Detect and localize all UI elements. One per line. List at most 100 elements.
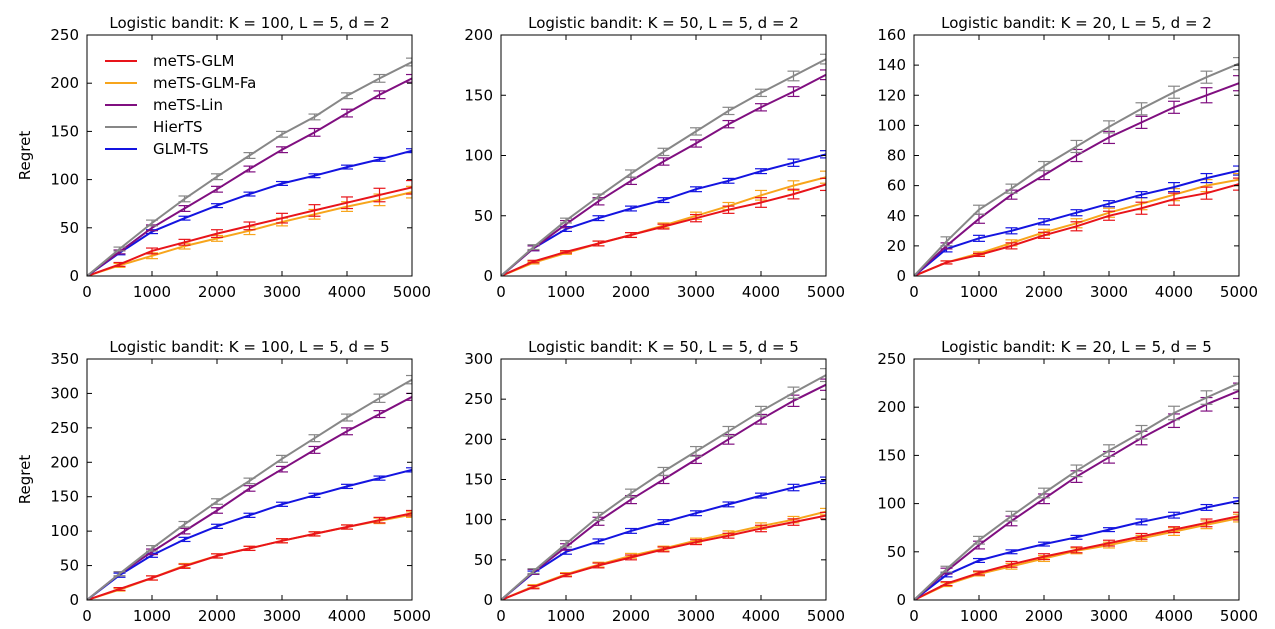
- x-tick-label: 0: [496, 283, 506, 301]
- y-tick-label: 0: [483, 591, 493, 609]
- y-tick-label: 0: [69, 267, 79, 285]
- series-group: [914, 56, 1239, 276]
- x-tick-label: 4000: [328, 283, 366, 301]
- series-group: [87, 57, 412, 276]
- x-tick-label: 3000: [1090, 607, 1128, 625]
- chart-title: Logistic bandit: K = 100, L = 5, d = 2: [109, 14, 389, 32]
- legend-label: meTS-GLM-Fa: [153, 74, 256, 92]
- x-tick-label: 1000: [133, 607, 171, 625]
- y-tick-label: 0: [896, 591, 906, 609]
- series-line-meTS-Lin: [87, 77, 412, 276]
- y-tick-label: 140: [877, 56, 906, 74]
- series-line-HierTS: [501, 374, 826, 600]
- chart-title: Logistic bandit: K = 20, L = 5, d = 2: [941, 14, 1212, 32]
- series-group: [501, 368, 826, 600]
- x-tick-label: 3000: [263, 283, 301, 301]
- x-tick-label: 3000: [263, 607, 301, 625]
- y-tick-label: 200: [464, 430, 493, 448]
- legend-label: meTS-GLM: [153, 52, 234, 70]
- y-tick-label: 160: [877, 26, 906, 44]
- x-tick-label: 5000: [1220, 607, 1258, 625]
- y-tick-label: 150: [877, 446, 906, 464]
- y-tick-label: 20: [887, 237, 906, 255]
- x-tick-label: 2000: [612, 283, 650, 301]
- chart-panel: Logistic bandit: K = 20, L = 5, d = 5 0 10…: [877, 338, 1258, 625]
- chart-title: Logistic bandit: K = 100, L = 5, d = 5: [109, 338, 389, 356]
- x-tick-label: 4000: [328, 607, 366, 625]
- y-tick-label: 300: [50, 384, 79, 402]
- chart-panel: Logistic bandit: K = 50, L = 5, d = 5 0 10…: [464, 338, 845, 625]
- y-tick-label: 250: [50, 26, 79, 44]
- y-tick-label: 80: [887, 147, 906, 165]
- y-tick-label: 50: [60, 219, 79, 237]
- y-tick-label: 250: [464, 390, 493, 408]
- chart-title: Logistic bandit: K = 50, L = 5, d = 5: [528, 338, 799, 356]
- series-line-meTS-GLM: [87, 512, 412, 600]
- y-tick-label: 300: [464, 350, 493, 368]
- x-tick-label: 3000: [677, 607, 715, 625]
- y-axis-label: Regret: [16, 455, 34, 505]
- x-tick-label: 0: [496, 607, 506, 625]
- chart-panel: Logistic bandit: K = 50, L = 5, d = 2 0 10…: [464, 14, 845, 301]
- series-group: [501, 53, 826, 276]
- x-tick-label: 4000: [1155, 283, 1193, 301]
- chart-panel: Logistic bandit: K = 100, L = 5, d = 2 Re…: [16, 14, 431, 301]
- y-tick-label: 120: [877, 86, 906, 104]
- series-line-meTS-Lin: [87, 396, 412, 600]
- x-tick-label: 5000: [393, 607, 431, 625]
- x-tick-label: 5000: [393, 283, 431, 301]
- y-tick-label: 150: [464, 471, 493, 489]
- y-tick-label: 200: [50, 74, 79, 92]
- y-tick-label: 100: [464, 147, 493, 165]
- x-tick-label: 1000: [547, 607, 585, 625]
- y-tick-label: 0: [483, 267, 493, 285]
- x-tick-label: 2000: [612, 607, 650, 625]
- x-tick-label: 1000: [960, 283, 998, 301]
- legend-label: HierTS: [153, 118, 203, 136]
- x-tick-label: 5000: [807, 607, 845, 625]
- y-tick-label: 0: [896, 267, 906, 285]
- y-tick-label: 100: [877, 495, 906, 513]
- x-tick-label: 0: [82, 283, 92, 301]
- y-tick-label: 100: [877, 116, 906, 134]
- x-tick-label: 2000: [198, 283, 236, 301]
- y-tick-label: 250: [877, 350, 906, 368]
- series-group: [87, 374, 412, 600]
- chart-panel: Logistic bandit: K = 100, L = 5, d = 5 Re…: [16, 338, 431, 625]
- y-tick-label: 50: [474, 207, 493, 225]
- y-tick-label: 50: [474, 551, 493, 569]
- x-tick-label: 4000: [1155, 607, 1193, 625]
- chart-panel: Logistic bandit: K = 20, L = 5, d = 2 0 10…: [877, 14, 1258, 301]
- y-tick-label: 50: [887, 543, 906, 561]
- y-tick-label: 250: [50, 419, 79, 437]
- x-tick-label: 0: [82, 607, 92, 625]
- legend-label: meTS-Lin: [153, 96, 223, 114]
- x-tick-label: 4000: [742, 283, 780, 301]
- y-tick-label: 200: [464, 26, 493, 44]
- y-tick-label: 150: [50, 488, 79, 506]
- plot-frame: [86, 358, 413, 601]
- y-tick-label: 200: [50, 453, 79, 471]
- x-tick-label: 2000: [1025, 283, 1063, 301]
- y-tick-label: 40: [887, 207, 906, 225]
- legend-label: GLM-TS: [153, 140, 209, 158]
- y-tick-label: 50: [60, 557, 79, 575]
- y-tick-label: 350: [50, 350, 79, 368]
- chart-title: Logistic bandit: K = 50, L = 5, d = 2: [528, 14, 799, 32]
- y-tick-label: 60: [887, 177, 906, 195]
- x-tick-label: 5000: [1220, 283, 1258, 301]
- series-line-meTS-Lin: [914, 82, 1239, 276]
- series-line-meTS-GLM-Fa: [87, 513, 412, 600]
- x-tick-label: 2000: [1025, 607, 1063, 625]
- y-tick-label: 100: [50, 522, 79, 540]
- x-tick-label: 1000: [547, 283, 585, 301]
- x-tick-label: 5000: [807, 283, 845, 301]
- series-line-meTS-Lin: [501, 73, 826, 276]
- x-tick-label: 3000: [677, 283, 715, 301]
- chart-title: Logistic bandit: K = 20, L = 5, d = 5: [941, 338, 1212, 356]
- x-tick-label: 1000: [133, 283, 171, 301]
- legend: meTS-GLM meTS-GLM-Fa meTS-Lin HierTS GLM-TS: [105, 52, 256, 158]
- plot-frame: [913, 358, 1240, 601]
- y-tick-label: 0: [69, 591, 79, 609]
